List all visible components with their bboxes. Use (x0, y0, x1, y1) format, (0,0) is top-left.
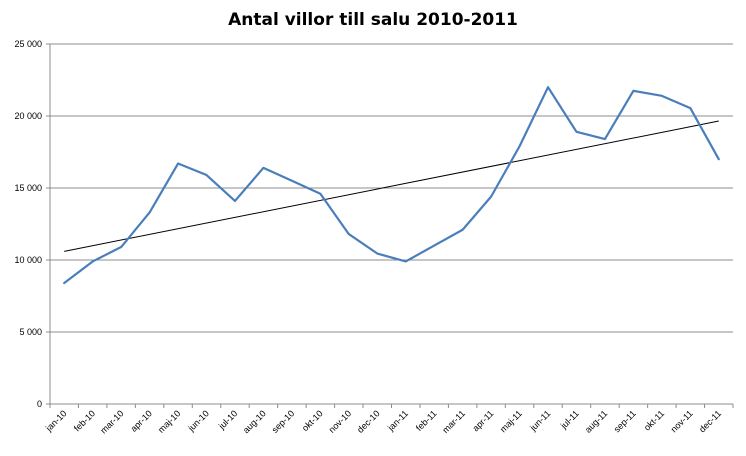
x-tick-label: maj-11 (498, 408, 524, 434)
y-tick-label: 15 000 (14, 183, 42, 193)
grid-layer (50, 43, 733, 333)
x-tick-label: sep-11 (612, 408, 638, 434)
data-point (262, 167, 264, 169)
x-tick-label: jan-11 (385, 408, 410, 433)
data-point (291, 180, 293, 182)
data-point (348, 233, 350, 235)
x-tick-label: mar-10 (98, 408, 125, 435)
x-tick-label: feb-11 (414, 408, 439, 433)
x-tick-label: jul-11 (558, 408, 581, 431)
x-tick-label: nov-10 (327, 408, 354, 435)
x-tick-label: feb-10 (72, 408, 97, 433)
data-point (63, 282, 65, 284)
data-point (433, 244, 435, 246)
x-tick-label: maj-10 (156, 408, 183, 435)
y-tick-label: 10 000 (14, 255, 42, 265)
data-point (148, 211, 150, 213)
data-point (120, 246, 122, 248)
x-tick-label: mar-11 (440, 408, 467, 435)
series-layer (63, 86, 720, 285)
x-tick-label: jul-10 (216, 408, 239, 431)
x-tick-label: apr-11 (471, 408, 496, 433)
data-point (490, 195, 492, 197)
data-point (177, 162, 179, 164)
x-tick-label: dec-10 (355, 408, 382, 435)
data-point (234, 200, 236, 202)
x-tick-label: okt-11 (642, 408, 666, 432)
x-tick-label: jan-10 (43, 408, 68, 433)
y-tick-label: 25 000 (14, 39, 42, 49)
y-tick-label: 20 000 (14, 111, 42, 121)
x-tick-label: okt-10 (300, 408, 325, 433)
data-point (718, 158, 720, 160)
trendline (64, 120, 719, 252)
data-point (205, 174, 207, 176)
x-tick-label: nov-11 (669, 408, 695, 434)
x-tick-label: jun-11 (527, 408, 552, 433)
data-point (91, 260, 93, 262)
data-point (547, 86, 549, 88)
chart-title: Antal villor till salu 2010-2011 (228, 10, 518, 30)
x-tick-label: aug-10 (241, 408, 268, 435)
data-point (575, 131, 577, 133)
x-tick-label: apr-10 (129, 408, 154, 433)
x-tick-label: jun-10 (185, 408, 210, 433)
x-tick-label: sep-10 (270, 408, 297, 435)
data-point (689, 107, 691, 109)
data-point (661, 95, 663, 97)
y-tick-label: 0 (37, 399, 42, 409)
x-tick-label: dec-11 (697, 408, 723, 434)
axis-layer (46, 43, 734, 408)
data-point (405, 260, 407, 262)
data-point (632, 90, 634, 92)
data-point (518, 145, 520, 147)
y-tick-label: 5 000 (19, 327, 42, 337)
data-point (461, 229, 463, 231)
data-point (604, 138, 606, 140)
series-line (63, 86, 720, 285)
trend-layer (64, 120, 719, 252)
data-point (376, 252, 378, 254)
x-tick-label: aug-11 (583, 408, 609, 434)
data-point (319, 193, 321, 195)
